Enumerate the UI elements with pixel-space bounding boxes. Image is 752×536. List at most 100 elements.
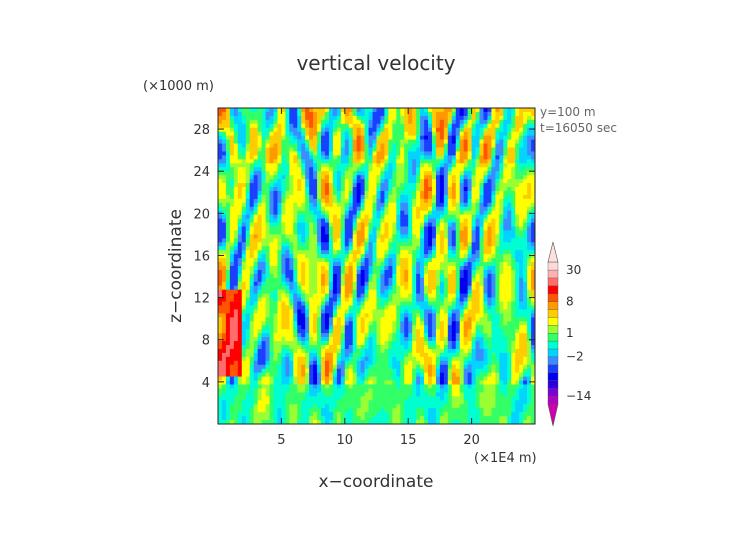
field-cell bbox=[404, 139, 409, 144]
field-cell bbox=[348, 297, 354, 302]
field-cell bbox=[364, 187, 369, 192]
field-cell bbox=[340, 337, 346, 342]
field-cell bbox=[360, 258, 365, 263]
field-cell bbox=[495, 222, 500, 227]
field-cell bbox=[229, 222, 235, 227]
field-cell bbox=[237, 119, 243, 125]
field-cell bbox=[459, 131, 464, 136]
field-cell bbox=[245, 305, 250, 310]
field-cell bbox=[328, 202, 334, 208]
field-cell bbox=[428, 333, 433, 338]
field-cell bbox=[328, 246, 334, 251]
field-cell bbox=[431, 262, 437, 267]
field-cell bbox=[507, 313, 512, 318]
field-cell bbox=[420, 293, 425, 298]
field-cell bbox=[424, 266, 429, 271]
field-cell bbox=[277, 230, 282, 235]
field-cell bbox=[309, 230, 314, 235]
field-cell bbox=[269, 135, 274, 140]
field-cell bbox=[408, 183, 413, 188]
field-cell bbox=[519, 123, 524, 129]
field-cell bbox=[289, 262, 294, 267]
field-cell bbox=[348, 321, 354, 326]
field-cell bbox=[475, 119, 480, 125]
field-cell bbox=[225, 175, 231, 180]
field-cell bbox=[289, 345, 294, 350]
field-cell bbox=[233, 313, 239, 318]
field-cell bbox=[253, 123, 258, 129]
field-cell bbox=[249, 289, 254, 294]
field-cell bbox=[281, 123, 286, 129]
field-cell bbox=[435, 131, 441, 136]
field-cell bbox=[431, 111, 437, 117]
field-cell bbox=[313, 250, 318, 255]
field-cell bbox=[420, 269, 425, 275]
field-cell bbox=[218, 226, 223, 231]
field-cell bbox=[515, 266, 520, 271]
field-cell bbox=[495, 313, 500, 318]
field-cell bbox=[309, 214, 314, 219]
field-cell bbox=[352, 348, 357, 354]
field-cell bbox=[225, 238, 231, 243]
field-cell bbox=[261, 262, 266, 267]
field-cell bbox=[368, 341, 373, 346]
field-cell bbox=[479, 242, 484, 247]
field-cell bbox=[289, 139, 294, 144]
field-cell bbox=[424, 325, 429, 330]
field-cell bbox=[424, 135, 429, 140]
field-cell bbox=[467, 171, 472, 176]
field-cell bbox=[439, 313, 445, 318]
field-cell bbox=[336, 115, 342, 121]
field-cell bbox=[352, 313, 357, 318]
field-cell bbox=[364, 143, 369, 148]
field-cell bbox=[352, 269, 357, 275]
field-cell bbox=[317, 175, 322, 180]
field-cell bbox=[483, 230, 488, 235]
field-cell bbox=[336, 151, 342, 156]
field-cell bbox=[400, 234, 405, 239]
field-cell bbox=[459, 198, 464, 204]
field-cell bbox=[221, 214, 227, 219]
field-cell bbox=[328, 348, 334, 354]
field-cell bbox=[384, 309, 389, 314]
field-cell bbox=[229, 333, 235, 338]
field-cell bbox=[324, 119, 330, 125]
field-cell bbox=[420, 151, 425, 156]
field-cell bbox=[412, 230, 417, 235]
field-cell bbox=[499, 333, 504, 338]
field-cell bbox=[404, 305, 409, 310]
field-cell bbox=[364, 341, 369, 346]
field-cell bbox=[237, 305, 243, 310]
field-cell bbox=[527, 167, 532, 172]
field-cell bbox=[447, 187, 453, 192]
field-cell bbox=[380, 293, 385, 298]
field-cell bbox=[527, 151, 532, 156]
field-cell bbox=[305, 325, 310, 330]
field-cell bbox=[428, 123, 433, 129]
field-cell bbox=[269, 345, 274, 350]
field-cell bbox=[471, 115, 476, 121]
field-cell bbox=[265, 123, 270, 129]
field-cell bbox=[293, 131, 298, 136]
field-cell bbox=[348, 234, 354, 239]
field-cell bbox=[261, 293, 266, 298]
field-cell bbox=[531, 143, 536, 148]
field-cell bbox=[384, 321, 389, 326]
field-cell bbox=[531, 341, 536, 346]
field-cell bbox=[352, 202, 357, 208]
field-cell bbox=[404, 230, 409, 235]
field-cell bbox=[412, 273, 417, 279]
field-cell bbox=[229, 293, 235, 298]
field-cell bbox=[229, 269, 235, 275]
field-cell bbox=[511, 226, 516, 231]
field-cell bbox=[301, 159, 306, 164]
field-cell bbox=[479, 167, 484, 172]
field-cell bbox=[431, 210, 437, 215]
field-cell bbox=[507, 155, 512, 160]
field-cell bbox=[257, 254, 262, 259]
field-cell bbox=[503, 210, 508, 215]
field-cell bbox=[459, 210, 464, 215]
field-cell bbox=[265, 293, 270, 298]
field-cell bbox=[384, 273, 389, 279]
field-cell bbox=[380, 234, 385, 239]
